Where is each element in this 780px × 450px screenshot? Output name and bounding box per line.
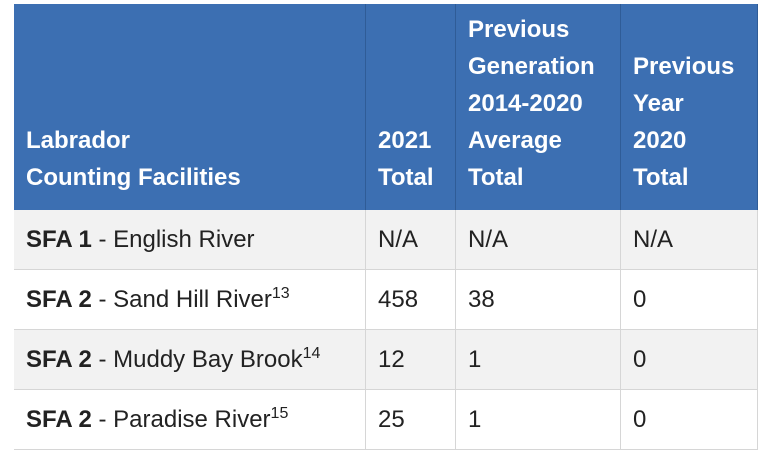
value-cell: N/A: [456, 210, 621, 270]
value-cell: 0: [621, 270, 758, 330]
value: 1: [468, 345, 482, 373]
area-label: SFA 2: [26, 285, 92, 313]
header-line: Previous: [633, 53, 735, 80]
value: 0: [633, 405, 647, 433]
header-line: Total: [468, 164, 524, 191]
value-cell: 1: [456, 330, 621, 390]
header-line: Counting Facilities: [26, 164, 241, 191]
facility-name: SFA 2 - Muddy Bay Brook14: [26, 344, 321, 374]
site-label: - Sand Hill River: [98, 285, 272, 313]
value-cell: 38: [456, 270, 621, 330]
footnote-ref: 14: [302, 344, 321, 362]
site-label: - Muddy Bay Brook: [98, 345, 303, 373]
site-label: - Paradise River: [98, 405, 271, 433]
value: N/A: [633, 225, 674, 253]
value-cell: 458: [366, 270, 456, 330]
value: 0: [633, 285, 647, 313]
header-text: Labrador Counting Facilities: [26, 122, 241, 196]
value-cell: N/A: [366, 210, 456, 270]
value: 38: [468, 285, 495, 313]
facility-cell: SFA 1 - English River: [14, 210, 366, 270]
facility-name: SFA 2 - Sand Hill River13: [26, 284, 290, 314]
footnote-ref: 13: [271, 284, 290, 302]
value: 25: [378, 405, 405, 433]
header-cell: Previous Generation 2014-2020 Average Total: [456, 4, 621, 210]
area-label: SFA 1: [26, 225, 92, 253]
footnote-ref: 15: [270, 404, 289, 422]
area-label: SFA 2: [26, 405, 92, 433]
header-line: Total: [633, 164, 689, 191]
header-text: 2021 Total: [378, 122, 434, 196]
area-label: SFA 2: [26, 345, 92, 373]
header-line: Labrador: [26, 127, 131, 154]
value-cell: 0: [621, 390, 758, 450]
header-line: Generation: [468, 53, 595, 80]
header-cell: Previous Year 2020 Total: [621, 4, 758, 210]
value: 0: [633, 345, 647, 373]
value-cell: 12: [366, 330, 456, 390]
header-text: Previous Generation 2014-2020 Average Total: [468, 11, 595, 196]
value: N/A: [468, 225, 509, 253]
header-line: Year: [633, 90, 684, 117]
value-cell: N/A: [621, 210, 758, 270]
facility-name: SFA 1 - English River: [26, 226, 255, 254]
header-line: 2021: [378, 127, 432, 154]
facility-name: SFA 2 - Paradise River15: [26, 404, 289, 434]
header-line: 2014-2020: [468, 90, 583, 117]
header-line: 2020: [633, 127, 687, 154]
header-cell: 2021 Total: [366, 4, 456, 210]
site-label: - English River: [98, 225, 255, 253]
value: 458: [378, 285, 419, 313]
value: 12: [378, 345, 405, 373]
header-line: Total: [378, 164, 434, 191]
value-cell: 0: [621, 330, 758, 390]
facility-cell: SFA 2 - Sand Hill River13: [14, 270, 366, 330]
header-text: Previous Year 2020 Total: [633, 48, 734, 196]
value: N/A: [378, 225, 419, 253]
header-line: Average: [468, 127, 562, 154]
value-cell: 25: [366, 390, 456, 450]
facility-cell: SFA 2 - Muddy Bay Brook14: [14, 330, 366, 390]
facility-cell: SFA 2 - Paradise River15: [14, 390, 366, 450]
header-line: Previous: [468, 16, 570, 43]
value: 1: [468, 405, 482, 433]
header-cell: Labrador Counting Facilities: [14, 4, 366, 210]
value-cell: 1: [456, 390, 621, 450]
